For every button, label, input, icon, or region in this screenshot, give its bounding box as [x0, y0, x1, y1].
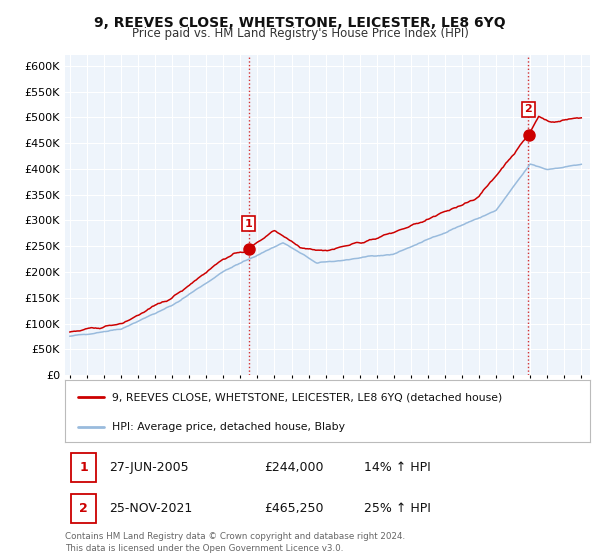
Text: 25% ↑ HPI: 25% ↑ HPI	[364, 502, 431, 515]
Text: Contains HM Land Registry data © Crown copyright and database right 2024.
This d: Contains HM Land Registry data © Crown c…	[65, 532, 405, 553]
Text: Price paid vs. HM Land Registry's House Price Index (HPI): Price paid vs. HM Land Registry's House …	[131, 27, 469, 40]
FancyBboxPatch shape	[71, 494, 96, 523]
Text: 27-JUN-2005: 27-JUN-2005	[109, 460, 189, 474]
Text: 9, REEVES CLOSE, WHETSTONE, LEICESTER, LE8 6YQ (detached house): 9, REEVES CLOSE, WHETSTONE, LEICESTER, L…	[112, 392, 502, 402]
Text: 14% ↑ HPI: 14% ↑ HPI	[364, 460, 431, 474]
Text: 2: 2	[79, 502, 88, 515]
Text: 1: 1	[245, 218, 253, 228]
FancyBboxPatch shape	[71, 452, 96, 482]
Text: 2: 2	[524, 105, 532, 114]
Text: £465,250: £465,250	[265, 502, 324, 515]
Text: 1: 1	[79, 460, 88, 474]
Text: 25-NOV-2021: 25-NOV-2021	[109, 502, 193, 515]
Text: HPI: Average price, detached house, Blaby: HPI: Average price, detached house, Blab…	[112, 422, 345, 432]
Text: 9, REEVES CLOSE, WHETSTONE, LEICESTER, LE8 6YQ: 9, REEVES CLOSE, WHETSTONE, LEICESTER, L…	[94, 16, 506, 30]
Text: £244,000: £244,000	[265, 460, 324, 474]
